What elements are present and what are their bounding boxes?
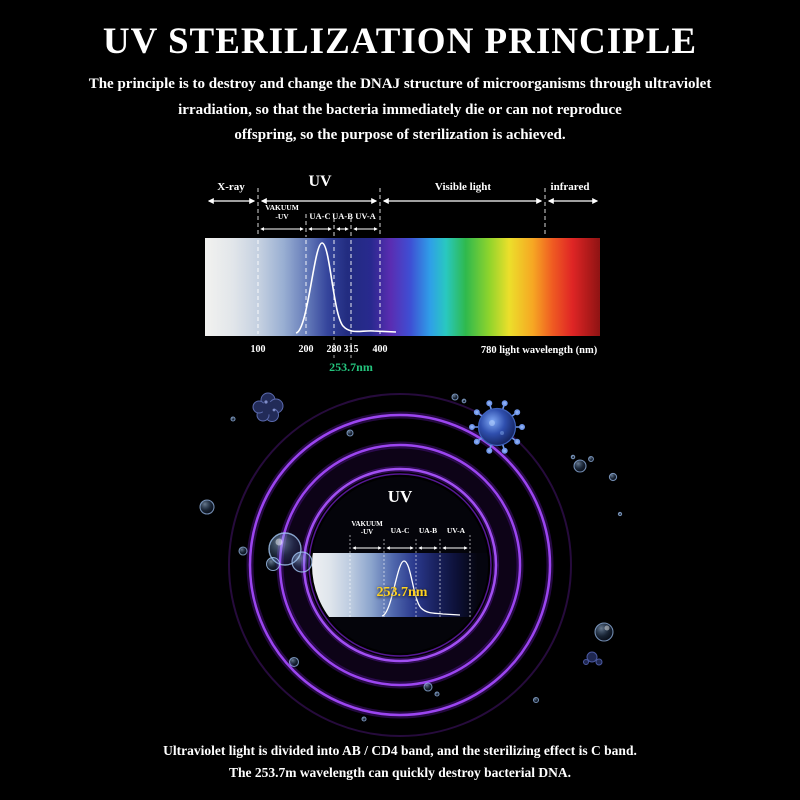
region-label-xray: X-ray [217, 181, 245, 193]
wavelength-tick: 400 [372, 344, 388, 355]
band-label-line: VAKUUM [351, 520, 383, 528]
wavelength-tick: 100 [250, 344, 266, 355]
intro-line: offspring, so the purpose of sterilizati… [234, 127, 566, 143]
circle-uv-title: UV [387, 487, 413, 506]
dark-microbe-cluster [583, 651, 603, 666]
virus-icon [468, 400, 525, 454]
wavelength-axis-label: 780 light wavelength (nm) [480, 345, 598, 356]
footer-caption: Ultraviolet light is divided into AB / C… [0, 740, 800, 783]
circle-peak-wavelength-label: 253.7nm [376, 585, 428, 600]
intro-paragraph: The principle is to destroy and change t… [50, 72, 750, 149]
circle-band-label-vakuum-uv: VAKUUM -UV [345, 520, 389, 536]
band-label-vakuum-uv: VAKUUM -UV [257, 203, 307, 221]
band-label-line: -UV [275, 211, 289, 221]
region-label-uv: UV [308, 173, 332, 190]
region-label-infrared: infrared [550, 181, 590, 193]
uv-spectrum-bar [205, 238, 600, 336]
band-label-uva: UV-A [355, 211, 376, 221]
circle-band-label-uab: UA-B [418, 526, 438, 535]
region-label-visible-light: Visible light [434, 181, 492, 193]
band-label-line: VAKUUM [265, 203, 299, 212]
intro-line: The principle is to destroy and change t… [88, 76, 712, 92]
band-label-uab: UA-B [332, 211, 353, 221]
footer-line: The 253.7m wavelength can quickly destro… [228, 764, 572, 780]
wavelength-tick: 315 [343, 344, 359, 355]
band-label-uac: UA-C [309, 211, 331, 221]
uv-circle-inner: UV VAKUUM -UV UA-C UA-B UV-A 253.7nm [312, 477, 488, 653]
bacteria-cluster-icon [252, 392, 284, 422]
page-title: UV STERILIZATION PRINCIPLE [102, 21, 698, 62]
footer-line: Ultraviolet light is divided into AB / C… [163, 743, 637, 758]
intro-line: irradiation, so that the bacteria immedi… [178, 101, 622, 118]
wavelength-tick: 200 [298, 344, 314, 355]
circle-band-label-uac: UA-C [390, 526, 410, 535]
bubbles-icon [266, 532, 313, 573]
peak-wavelength-label: 253.7nm [329, 360, 373, 374]
band-label-line: -UV [360, 528, 374, 537]
circle-band-label-uva: UV-A [446, 526, 466, 535]
